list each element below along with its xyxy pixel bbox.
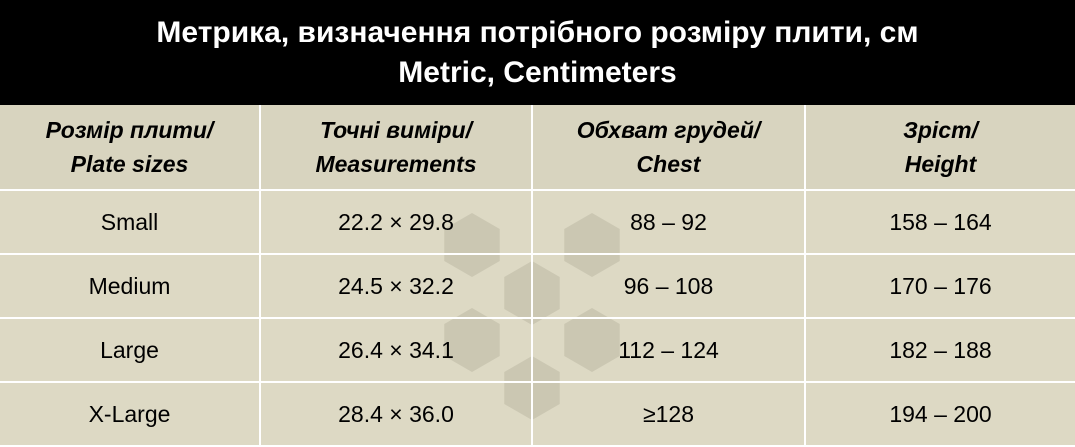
column-header: Зрiст/Height (804, 105, 1075, 191)
column-header: Обхват грудей/Chest (531, 105, 806, 191)
table-cell: Small (0, 189, 261, 255)
subtitle: Metric, Centimeters (398, 55, 677, 89)
title: Метрика, визначення потрібного розміру п… (156, 15, 919, 49)
header-line: Height (904, 151, 977, 177)
table-cell: Large (0, 317, 261, 383)
table-cell: 182 – 188 (804, 317, 1075, 383)
table-row: Small 22.2 × 29.8 88 – 92 158 – 164 (0, 189, 1075, 255)
table-row: Large 26.4 × 34.1 112 – 124 182 – 188 (0, 317, 1075, 383)
table-cell: 112 – 124 (531, 317, 806, 383)
header-line: Plate sizes (70, 151, 189, 177)
size-table: Розмір плити/Plate sizes Точні виміри/Mea… (0, 105, 1075, 447)
table-cell: 24.5 × 32.2 (259, 253, 533, 319)
table-cell: 22.2 × 29.8 (259, 189, 533, 255)
table-cell: Medium (0, 253, 261, 319)
header-line: Розмір плити/ (45, 117, 214, 143)
table-cell: 96 – 108 (531, 253, 806, 319)
table-cell: 88 – 92 (531, 189, 806, 255)
header-line: Measurements (315, 151, 477, 177)
header-line: Обхват грудей/ (576, 117, 761, 143)
header-line: Chest (636, 151, 701, 177)
header-line: Точні виміри/ (320, 117, 472, 143)
table-cell: 170 – 176 (804, 253, 1075, 319)
table-cell: X-Large (0, 381, 261, 447)
table-cell: 158 – 164 (804, 189, 1075, 255)
table-cell: 26.4 × 34.1 (259, 317, 533, 383)
table-row: X-Large 28.4 × 36.0 ≥128 194 – 200 (0, 381, 1075, 447)
table-cell: 194 – 200 (804, 381, 1075, 447)
table-row: Medium 24.5 × 32.2 96 – 108 170 – 176 (0, 253, 1075, 319)
column-header: Точні виміри/Measurements (259, 105, 533, 191)
table-cell: 28.4 × 36.0 (259, 381, 533, 447)
table-cell: ≥128 (531, 381, 806, 447)
header-line: Зрiст/ (903, 117, 978, 143)
column-header: Розмір плити/Plate sizes (0, 105, 261, 191)
title-bar: Метрика, визначення потрібного розміру п… (0, 0, 1075, 105)
